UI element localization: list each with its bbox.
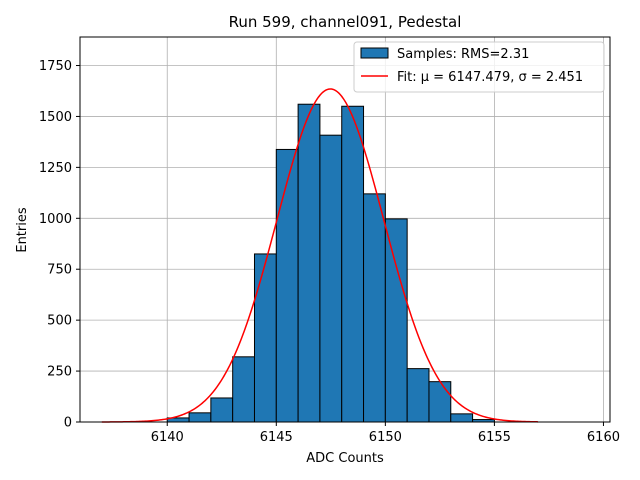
histogram-bar — [275, 148, 299, 423]
legend-label-fit: Fit: μ = 6147.479, σ = 2.451 — [397, 70, 583, 85]
histogram-bar — [450, 413, 474, 423]
y-tick-label: 1500 — [39, 110, 72, 125]
x-tick-label: 6145 — [260, 430, 293, 445]
chart-title: Run 599, channel091, Pedestal — [229, 13, 462, 31]
y-axis-label: Entries — [15, 207, 30, 253]
y-tick-label: 1000 — [39, 212, 72, 227]
x-axis-label: ADC Counts — [306, 451, 384, 466]
histogram-bar — [341, 105, 365, 423]
fit-curve — [101, 88, 539, 423]
histogram-bar — [253, 253, 277, 423]
axis-ticks: 6140 6145 6150 6155 6160 0 250 500 750 1000 1250 15… — [39, 59, 620, 445]
histogram-bar — [319, 134, 343, 423]
y-tick-label: 250 — [47, 365, 72, 380]
x-tick-label: 6140 — [151, 430, 184, 445]
plot-frame — [79, 36, 611, 423]
histogram-bar — [428, 381, 452, 423]
legend-box — [353, 41, 605, 93]
histogram-bar — [384, 218, 408, 423]
x-tick-label: 6160 — [587, 430, 620, 445]
histogram-bar — [363, 193, 386, 423]
y-tick-label: 750 — [47, 263, 72, 278]
y-tick-label: 0 — [64, 416, 72, 431]
histogram-bar — [188, 412, 212, 423]
legend: Samples: RMS=2.31 Fit: μ = 6147.479, σ =… — [353, 41, 605, 93]
legend-swatch-samples — [360, 47, 389, 59]
histogram-bar — [210, 397, 234, 423]
histogram-bar — [406, 368, 430, 423]
histogram-bars — [166, 103, 495, 423]
histogram-bar — [232, 356, 255, 423]
x-tick-label: 6150 — [369, 430, 402, 445]
y-tick-label: 1750 — [39, 59, 72, 74]
y-tick-label: 1250 — [39, 161, 72, 176]
histogram-bar — [297, 103, 321, 423]
legend-label-samples: Samples: RMS=2.31 — [397, 47, 529, 62]
y-tick-label: 500 — [47, 314, 72, 329]
x-tick-label: 6155 — [478, 430, 511, 445]
